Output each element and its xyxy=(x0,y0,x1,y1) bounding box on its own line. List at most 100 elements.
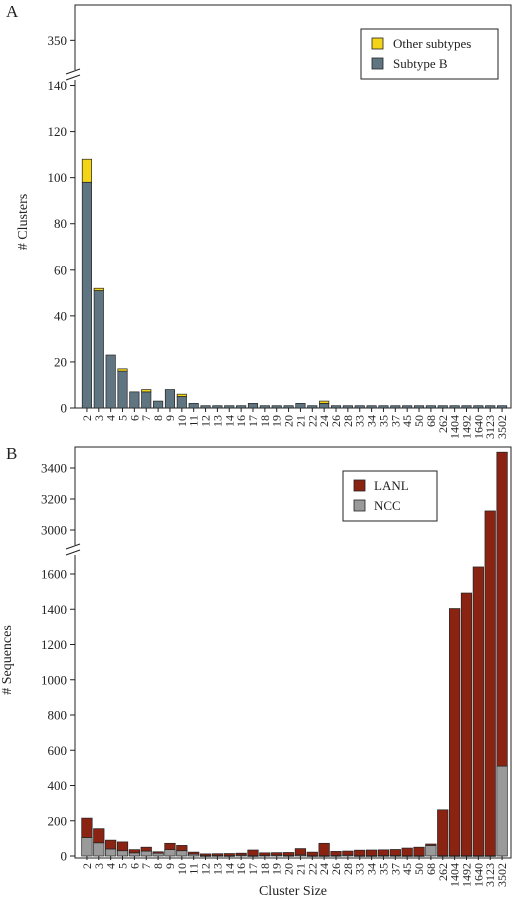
x-tick-label: 21 xyxy=(293,863,307,875)
y-tick-label: 1000 xyxy=(41,672,67,687)
x-tick-label: 37 xyxy=(388,415,402,427)
x-tick-label: 8 xyxy=(151,863,165,869)
x-tick-label: 7 xyxy=(139,415,153,421)
bar-subtype-b xyxy=(93,290,104,409)
x-tick-label: 16 xyxy=(234,415,248,427)
panel-b-legend: LANL NCC xyxy=(342,470,438,522)
bar-lanl xyxy=(342,850,354,856)
bar-subtype-b xyxy=(295,403,306,409)
panel-a-y-axis: 0 20 40 60 80 100 120 140 350 xyxy=(48,33,81,416)
legend-swatch-other xyxy=(371,37,384,50)
x-tick-label: 14 xyxy=(222,415,236,427)
x-tick-label: 50 xyxy=(412,863,426,875)
bar-subtype-b xyxy=(425,405,436,409)
bar-lanl xyxy=(294,848,307,856)
x-tick-label: 24 xyxy=(317,415,331,427)
x-tick-label: 14 xyxy=(222,863,236,875)
bar-subtype-b xyxy=(473,405,484,409)
bar-subtype-b xyxy=(236,405,247,409)
bar-lanl xyxy=(282,852,295,856)
panel-b-xlabel: Cluster Size xyxy=(259,884,327,899)
y-tick-label: 600 xyxy=(48,743,68,758)
x-tick-label: 2 xyxy=(80,415,94,421)
x-tick-label: 12 xyxy=(199,863,213,875)
bar-other-subtypes xyxy=(141,389,152,393)
panel-a-ylabel: # Clusters xyxy=(16,194,31,250)
bar-lanl xyxy=(437,809,449,857)
bar-lanl xyxy=(259,852,271,856)
x-tick-label: 19 xyxy=(270,863,284,875)
bar-lanl xyxy=(318,842,330,856)
bar-subtype-b xyxy=(164,389,176,409)
bar-other-subtypes xyxy=(176,393,187,397)
bar-subtype-b xyxy=(224,405,235,409)
x-tick-label: 3502 xyxy=(495,863,509,887)
bar-lanl xyxy=(366,849,378,857)
x-tick-label: 22 xyxy=(305,415,319,427)
bar-lanl xyxy=(152,851,164,854)
bar-lanl xyxy=(199,853,212,856)
bar-other-subtypes xyxy=(117,368,128,372)
y-tick-label: 80 xyxy=(54,216,67,231)
legend-box xyxy=(360,28,499,80)
x-tick-label: 3 xyxy=(92,863,106,869)
x-tick-label: 26 xyxy=(329,415,343,427)
bar-lanl xyxy=(140,846,152,852)
bar-lanl xyxy=(425,843,437,846)
y-tick-label: 100 xyxy=(48,170,68,185)
bar-subtype-b xyxy=(212,405,223,409)
x-tick-label: 5 xyxy=(116,863,130,869)
x-tick-label: 3123 xyxy=(483,415,497,439)
bar-subtype-b xyxy=(366,405,377,409)
x-tick-label: 34 xyxy=(365,863,379,875)
y-tick-label: 800 xyxy=(48,708,68,723)
x-tick-label: 33 xyxy=(353,415,367,427)
bar-lanl xyxy=(377,849,390,856)
panel-a-bars xyxy=(81,158,508,409)
panel-a-x-axis: 2345678910111213141617181920212224262833… xyxy=(80,408,509,439)
x-tick-label: 9 xyxy=(163,415,177,421)
bar-subtype-b xyxy=(200,405,211,409)
y-tick-label: 0 xyxy=(61,849,68,864)
bar-lanl xyxy=(472,566,484,857)
x-tick-label: 4 xyxy=(104,415,118,421)
bar-lanl xyxy=(116,841,129,852)
bar-lanl xyxy=(235,852,247,856)
bar-ncc xyxy=(128,852,140,857)
bar-lanl xyxy=(330,851,342,856)
panel-b-ylabel: # Sequences xyxy=(0,625,15,695)
legend-label-lanl: LANL xyxy=(374,478,409,493)
x-tick-label: 33 xyxy=(353,863,367,875)
x-tick-label: 26 xyxy=(329,863,343,875)
x-tick-label: 68 xyxy=(424,863,438,875)
x-tick-label: 7 xyxy=(139,863,153,869)
x-tick-label: 9 xyxy=(163,863,177,869)
x-tick-label: 4 xyxy=(104,863,118,869)
x-tick-label: 13 xyxy=(210,415,224,427)
x-tick-label: 11 xyxy=(187,415,201,427)
bar-lanl xyxy=(164,842,176,850)
x-tick-label: 1492 xyxy=(460,415,474,439)
x-tick-label: 21 xyxy=(293,415,307,427)
legend-box-b xyxy=(342,470,438,522)
bar-lanl xyxy=(484,510,496,856)
legend-swatch-subtype-b xyxy=(371,57,384,70)
legend-label-subtype-b: Subtype B xyxy=(393,56,448,71)
x-tick-label: 17 xyxy=(246,863,260,875)
x-tick-label: 6 xyxy=(127,415,141,421)
y-tick-label: 3400 xyxy=(41,461,67,476)
bar-subtype-b xyxy=(342,405,353,409)
y-tick-label: 140 xyxy=(48,78,68,93)
bar-subtype-b xyxy=(176,396,187,409)
y-tick-label: 1600 xyxy=(41,567,67,582)
panel-b-y-axis: 0 200 400 600 800 1000 1200 1400 1600 3000 3200 340… xyxy=(41,461,81,864)
x-tick-label: 5 xyxy=(116,415,130,421)
bar-lanl xyxy=(413,846,425,857)
bar-lanl xyxy=(81,817,93,838)
y-tick-label: 1200 xyxy=(41,637,67,652)
bar-subtype-b xyxy=(81,181,92,409)
x-tick-label: 19 xyxy=(270,415,284,427)
panel-b-frame xyxy=(74,446,512,859)
x-tick-label: 50 xyxy=(412,415,426,427)
